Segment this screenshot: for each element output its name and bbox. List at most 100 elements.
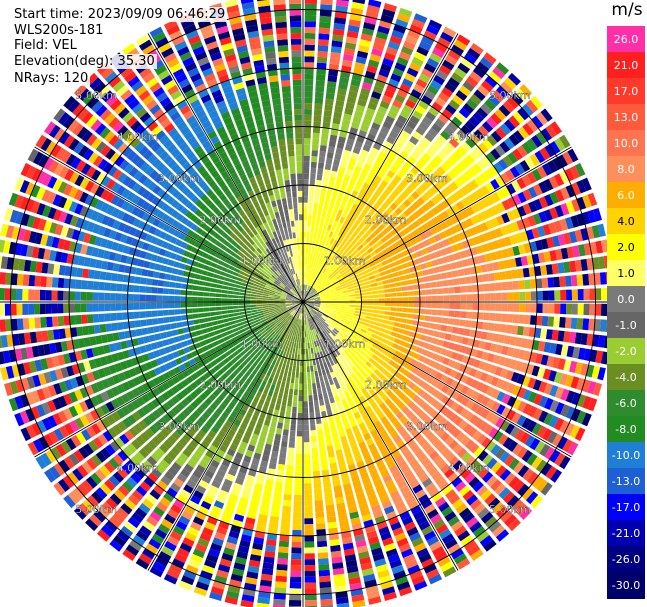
- velocity-gate: [464, 182, 474, 193]
- velocity-gate: [505, 370, 514, 381]
- velocity-gate: [440, 272, 448, 280]
- velocity-gate: [410, 344, 418, 352]
- velocity-gate: [210, 311, 217, 317]
- velocity-gate: [320, 266, 326, 273]
- velocity-gate: [412, 314, 420, 320]
- velocity-gate: [421, 193, 430, 202]
- velocity-gate: [520, 255, 529, 266]
- velocity-gate: [440, 31, 454, 43]
- velocity-gate: [428, 19, 443, 31]
- velocity-gate: [306, 292, 310, 298]
- velocity-gate: [414, 302, 420, 308]
- velocity-gate: [477, 284, 484, 292]
- velocity-gate: [304, 459, 311, 466]
- velocity-gate: [323, 223, 328, 230]
- velocity-gate: [291, 371, 296, 378]
- velocity-gate: [307, 383, 312, 390]
- velocity-gate: [435, 192, 445, 202]
- velocity-gate: [306, 243, 309, 250]
- velocity-gate: [329, 238, 335, 245]
- velocity-gate: [304, 278, 307, 285]
- velocity-gate: [326, 516, 337, 523]
- velocity-gate: [377, 25, 390, 35]
- velocity-gate: [376, 318, 383, 323]
- velocity-gate: [199, 280, 206, 286]
- velocity-gate: [404, 72, 416, 83]
- velocity-gate: [441, 108, 453, 120]
- velocity-gate: [370, 224, 377, 232]
- velocity-gate: [320, 297, 327, 300]
- velocity-gate: [223, 318, 230, 323]
- velocity-gate: [352, 0, 366, 5]
- velocity-gate: [531, 134, 543, 148]
- velocity-gate: [479, 57, 493, 69]
- velocity-gate: [603, 255, 607, 269]
- velocity-gate: [87, 269, 95, 279]
- velocity-gate: [458, 107, 471, 119]
- velocity-gate: [397, 135, 408, 145]
- velocity-gate: [116, 283, 123, 292]
- velocity-gate: [267, 377, 274, 384]
- velocity-gate: [352, 248, 360, 255]
- velocity-gate: [560, 203, 570, 216]
- velocity-gate: [403, 175, 412, 184]
- velocity-gate: [371, 180, 379, 189]
- velocity-gate: [450, 244, 459, 253]
- velocity-gate: [310, 424, 316, 431]
- velocity-gate: [303, 185, 309, 191]
- velocity-gate: [390, 73, 402, 83]
- velocity-gate: [314, 299, 321, 301]
- velocity-gate: [417, 207, 426, 216]
- velocity-gate: [488, 165, 499, 177]
- velocity-gate: [365, 107, 376, 116]
- velocity-gate: [574, 362, 583, 375]
- velocity-gate: [412, 110, 423, 120]
- velocity-gate: [323, 269, 329, 275]
- velocity-gate: [76, 267, 84, 278]
- velocity-gate: [215, 311, 222, 316]
- velocity-gate: [304, 541, 315, 548]
- velocity-gate: [407, 29, 421, 40]
- velocity-gate: [325, 193, 332, 201]
- velocity-gate: [316, 278, 322, 284]
- velocity-gate: [80, 303, 87, 313]
- velocity-gate: [303, 243, 306, 250]
- velocity-gate: [447, 279, 455, 286]
- velocity-gate: [353, 270, 361, 276]
- velocity-gate: [354, 241, 361, 248]
- velocity-gate: [505, 324, 513, 334]
- velocity-gate: [315, 505, 324, 513]
- velocity-gate: [491, 130, 502, 143]
- velocity-gate: [457, 62, 471, 74]
- velocity-gate: [384, 302, 391, 307]
- velocity-gate: [296, 360, 300, 367]
- velocity-gate: [537, 367, 546, 379]
- velocity-gate: [320, 0, 333, 6]
- velocity-gate: [322, 285, 328, 290]
- velocity-gate: [342, 312, 349, 317]
- velocity-gate: [287, 400, 292, 407]
- velocity-gate: [366, 220, 373, 228]
- velocity-gate: [168, 302, 175, 309]
- velocity-gate: [313, 394, 318, 401]
- velocity-gate: [399, 83, 411, 93]
- velocity-gate: [429, 143, 440, 154]
- velocity-gate: [548, 303, 555, 314]
- velocity-gate: [540, 354, 549, 366]
- velocity-gate: [351, 255, 358, 262]
- velocity-gate: [192, 291, 199, 296]
- velocity-gate: [495, 175, 505, 187]
- velocity-gate: [282, 393, 288, 401]
- velocity-gate: [407, 246, 415, 254]
- velocity-gate: [158, 324, 166, 332]
- velocity-gate: [408, 214, 417, 223]
- velocity-gate: [332, 189, 339, 197]
- velocity-gate: [192, 313, 199, 319]
- velocity-gate: [417, 321, 425, 327]
- velocity-gate: [306, 360, 310, 367]
- velocity-gate: [157, 310, 164, 317]
- velocity-gate: [434, 42, 448, 53]
- velocity-gate: [303, 296, 305, 302]
- velocity-gate: [583, 242, 592, 256]
- velocity-gate: [316, 364, 321, 371]
